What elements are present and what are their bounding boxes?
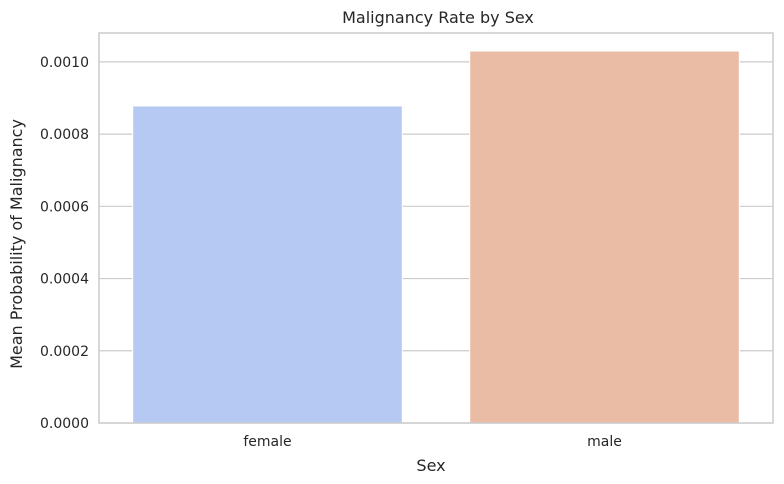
x-tick-label: male: [587, 434, 622, 450]
x-tick-label: female: [243, 434, 291, 450]
plot-frame: [98, 32, 774, 424]
y-tick-label: 0.0010: [40, 55, 89, 71]
y-tick-label: 0.0008: [40, 127, 89, 143]
bar-female: [132, 105, 403, 424]
chart-title: Malignancy Rate by Sex: [342, 8, 534, 27]
y-tick-labels: 0.0000 0.0002 0.0004 0.0006 0.0008 0.0010: [40, 55, 89, 432]
bars: [132, 50, 740, 424]
y-axis-label: Mean Probability of Malignancy: [7, 119, 26, 369]
bar-male: [469, 50, 740, 424]
x-tick-labels: female male: [243, 434, 622, 450]
y-tick-label: 0.0004: [40, 272, 89, 288]
y-tick-label: 0.0000: [40, 416, 89, 432]
y-tick-label: 0.0006: [40, 199, 89, 215]
y-tick-label: 0.0002: [40, 344, 89, 360]
x-axis-label: Sex: [416, 456, 445, 475]
